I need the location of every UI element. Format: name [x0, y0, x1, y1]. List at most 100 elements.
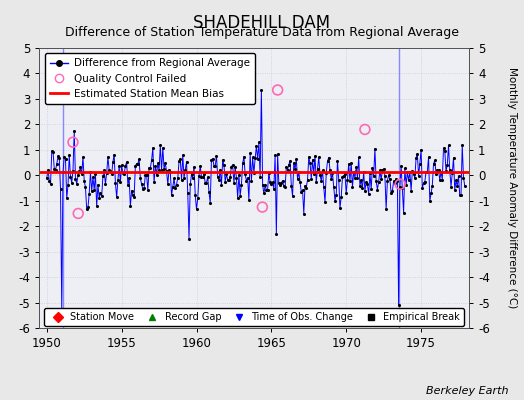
- Point: [64, 182, 72, 188]
- Point: [191, 192, 200, 198]
- Point: [75, 168, 83, 174]
- Point: [221, 178, 230, 185]
- Point: [260, 190, 268, 197]
- Point: [361, 126, 369, 133]
- Point: [375, 179, 383, 185]
- Point: [444, 142, 453, 148]
- Point: [97, 193, 106, 200]
- Point: [403, 169, 411, 176]
- Point: [217, 182, 226, 188]
- Point: [143, 171, 151, 178]
- Point: [91, 171, 100, 177]
- Point: [230, 180, 238, 186]
- Point: [401, 165, 409, 172]
- Point: [413, 150, 421, 157]
- Point: [258, 204, 267, 210]
- Point: [206, 200, 214, 206]
- Point: [310, 170, 318, 177]
- Point: [190, 164, 198, 170]
- Point: [74, 172, 82, 179]
- Point: [247, 178, 256, 184]
- Point: [61, 156, 70, 163]
- Point: [391, 180, 399, 186]
- Point: [347, 160, 355, 166]
- Point: [412, 155, 420, 161]
- Point: [304, 154, 313, 160]
- Point: [124, 182, 132, 188]
- Point: [399, 210, 408, 216]
- Point: [69, 139, 77, 145]
- Point: [287, 182, 296, 189]
- Point: [144, 187, 152, 194]
- Point: [200, 171, 208, 178]
- Point: [199, 174, 207, 181]
- Point: [60, 154, 69, 160]
- Point: [107, 171, 116, 178]
- Point: [406, 169, 414, 175]
- Point: [224, 177, 232, 184]
- Point: [225, 177, 233, 183]
- Point: [414, 172, 423, 179]
- Point: [278, 178, 287, 184]
- Point: [329, 170, 337, 176]
- Point: [216, 166, 224, 173]
- Point: [67, 174, 75, 180]
- Point: [280, 183, 288, 189]
- Point: [366, 170, 374, 176]
- Point: [154, 160, 162, 166]
- Point: [320, 184, 328, 190]
- Point: [402, 182, 410, 188]
- Point: [54, 153, 62, 160]
- Point: [270, 186, 278, 192]
- Point: [317, 178, 325, 184]
- Point: [379, 166, 388, 172]
- Point: [125, 174, 133, 181]
- Point: [205, 189, 213, 195]
- Point: [307, 176, 315, 182]
- Point: [352, 164, 361, 170]
- Point: [388, 188, 397, 194]
- Point: [343, 176, 352, 183]
- Point: [429, 160, 438, 167]
- Point: [171, 185, 180, 192]
- Point: [48, 148, 56, 154]
- Point: [408, 168, 417, 174]
- Point: [449, 154, 457, 161]
- Point: [385, 172, 393, 179]
- Point: [458, 142, 466, 148]
- Point: [157, 167, 166, 174]
- Point: [210, 162, 218, 169]
- Point: [252, 143, 260, 149]
- Point: [457, 192, 465, 198]
- Point: [59, 169, 67, 175]
- Point: [276, 182, 285, 189]
- Point: [90, 186, 99, 193]
- Point: [239, 153, 248, 160]
- Point: [159, 144, 167, 151]
- Point: [235, 172, 243, 178]
- Point: [251, 155, 259, 162]
- Point: [435, 177, 444, 183]
- Point: [55, 154, 63, 161]
- Point: [383, 178, 391, 184]
- Point: [146, 165, 155, 171]
- Text: Berkeley Earth: Berkeley Earth: [426, 386, 508, 396]
- Point: [151, 162, 159, 169]
- Point: [432, 170, 440, 177]
- Point: [100, 167, 108, 174]
- Point: [318, 167, 326, 174]
- Point: [181, 166, 190, 173]
- Point: [417, 146, 425, 153]
- Point: [437, 168, 445, 175]
- Point: [439, 145, 447, 151]
- Point: [78, 170, 86, 177]
- Point: [121, 163, 129, 169]
- Text: Difference of Station Temperature Data from Regional Average: Difference of Station Temperature Data f…: [65, 26, 459, 39]
- Point: [451, 187, 459, 193]
- Point: [110, 152, 118, 158]
- Point: [62, 195, 71, 202]
- Point: [257, 87, 266, 93]
- Point: [376, 167, 384, 174]
- Point: [373, 186, 381, 193]
- Point: [286, 158, 294, 164]
